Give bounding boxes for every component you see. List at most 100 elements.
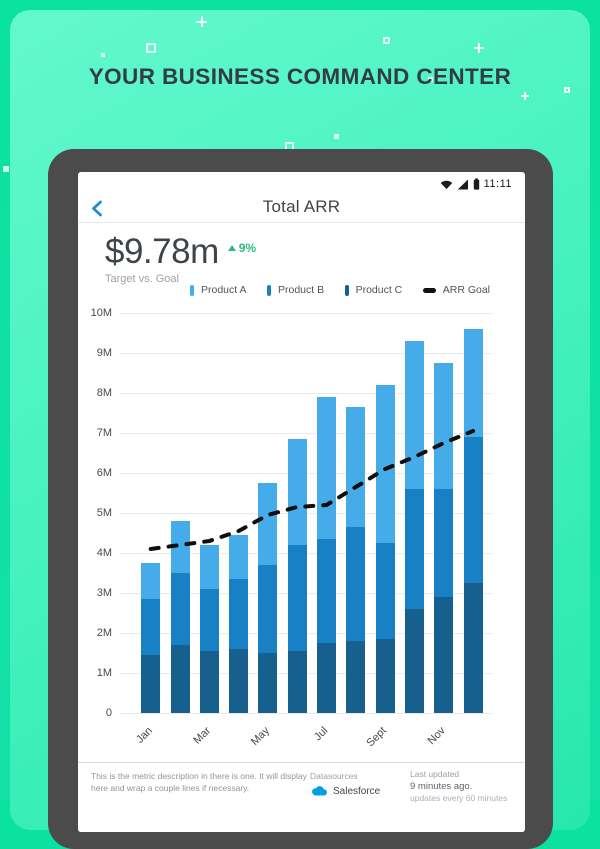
sparkle-dot-icon [334,134,339,139]
bar-segment-product-c [141,655,161,713]
bar-dec[interactable] [463,329,483,713]
bar-feb[interactable] [170,521,190,713]
legend-label: Product C [355,284,403,296]
tablet-frame: 11:11 Total ARR $9.78m 9% Target vs. Goa… [48,149,553,849]
salesforce-cloud-icon [312,786,327,796]
legend-marker [267,284,271,296]
legend-item-arr-goal[interactable]: ARR Goal [422,284,490,296]
x-axis-tick-may: May [248,724,273,748]
sparkle-dot-icon [428,77,433,82]
y-axis-tick-label: 5M [96,507,112,519]
y-axis-tick-label: 0 [105,707,112,719]
bar-jun[interactable] [287,439,307,713]
bar-segment-product-a [434,363,454,489]
bar-segment-product-b [229,579,249,649]
y-axis-tick-label: 2M [96,627,112,639]
legend: Product A Product B Product C ARR Goal [190,284,490,296]
bar-segment-product-a [170,521,190,573]
y-axis-tick-label: 1M [96,667,112,679]
bar-segment-product-b [141,599,161,655]
bar-segment-product-a [346,407,366,527]
y-axis-tick-label: 9M [96,347,112,359]
bar-segment-product-b [287,545,307,651]
legend-marker [344,284,349,296]
update-frequency: updates every 60 minutes [410,793,508,803]
page-title: YOUR BUSINESS COMMAND CENTER [88,64,512,89]
sparkle-plus-icon [196,16,207,27]
sparkle-plus-icon [474,43,484,53]
bar-mar[interactable] [199,545,219,713]
cellular-signal-icon [457,179,468,189]
bar-nov[interactable] [434,363,454,713]
bar-segment-product-a [141,563,161,599]
bar-jan[interactable] [141,563,161,713]
bar-apr[interactable] [229,535,249,713]
nav-bar: Total ARR [78,172,525,223]
last-updated-value: 9 minutes ago. [410,781,473,792]
bar-segment-product-c [258,653,278,713]
bar-segment-product-a [199,545,219,589]
y-axis-tick-label: 6M [96,467,112,479]
clock-time: 11:11 [483,178,512,190]
sparkle-dot-icon [3,166,9,172]
up-arrow-icon [227,244,236,251]
bar-segment-product-c [199,651,219,713]
metric-description: This is the metric description in there … [91,771,307,793]
y-axis-tick-label: 8M [96,387,112,399]
gridline [120,312,493,314]
bar-segment-product-a [258,483,278,565]
bar-segment-product-b [199,589,219,651]
bar-segment-product-a [287,439,307,545]
bar-sep[interactable] [375,385,395,713]
back-button[interactable] [91,200,105,218]
bar-segment-product-b [463,437,483,583]
legend-marker [422,287,436,293]
legend-item-product-b[interactable]: Product B [267,284,324,296]
footer: This is the metric description in there … [78,762,525,832]
bar-segment-product-c [434,597,454,713]
x-axis-tick-mar: Mar [191,724,214,747]
bar-segment-product-c [170,645,190,713]
x-axis-tick-sept: Sept [364,724,390,750]
bar-segment-product-a [404,341,424,489]
sparkle-square-icon [146,43,156,53]
legend-marker [190,284,194,296]
metric-value: $9.78m [105,232,219,271]
bar-segment-product-c [346,641,366,713]
y-axis-tick-label: 10M [90,307,112,319]
x-axis-tick-jan: Jan [133,724,155,746]
last-updated-block: Last updated 9 minutes ago. updates ever… [410,769,507,803]
bar-segment-product-b [404,489,424,609]
gridline [120,392,493,394]
metric-block: $9.78m 9% Target vs. Goal [105,234,256,285]
bar-segment-product-b [346,527,366,641]
bar-aug[interactable] [346,407,366,713]
legend-item-product-c[interactable]: Product C [344,284,403,296]
datasources-block: Datasources Salesforce [310,771,380,797]
last-updated-label: Last updated [410,769,460,779]
tablet-screen: 11:11 Total ARR $9.78m 9% Target vs. Goa… [78,172,525,832]
screen-title: Total ARR [262,197,341,216]
bar-oct[interactable] [404,341,424,713]
bar-segment-product-c [375,639,395,713]
bar-segment-product-a [229,535,249,579]
gridline [120,712,493,714]
bar-segment-product-c [287,651,307,713]
wifi-icon [440,180,452,189]
delta-percent: 9% [238,240,257,255]
gridline [120,352,493,354]
x-axis-tick-jul: Jul [312,724,331,744]
bar-segment-product-c [229,649,249,713]
battery-icon [473,178,479,190]
datasource-name: Salesforce [333,785,381,797]
datasource-row: Salesforce [310,785,380,797]
bar-segment-product-c [317,643,336,713]
arr-goal-line [148,429,475,551]
bar-jul[interactable] [317,397,336,713]
bar-segment-product-c [404,609,424,713]
bar-may[interactable] [258,483,278,713]
bar-segment-product-b [317,539,336,643]
legend-item-product-a[interactable]: Product A [190,284,247,296]
y-axis-tick-label: 3M [96,587,112,599]
bar-segment-product-c [463,583,483,713]
